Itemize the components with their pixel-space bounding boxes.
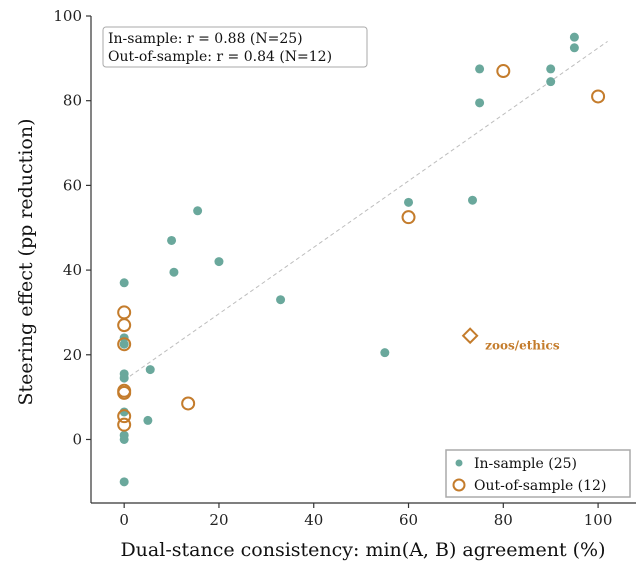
- in-sample-point: [214, 257, 224, 267]
- stats-box: In-sample: r = 0.88 (N=25) Out-of-sample…: [102, 26, 368, 68]
- in-sample-point: [380, 348, 390, 358]
- y-tick-label: 40: [63, 261, 82, 279]
- annotation: zoos/ethics: [461, 327, 560, 353]
- stats-in-sample: In-sample: r = 0.88 (N=25): [108, 31, 303, 47]
- legend-out-sample-marker: [452, 478, 466, 492]
- out-sample-point: [496, 64, 511, 79]
- in-sample-point: [569, 43, 579, 53]
- y-axis-title: Steering effect (pp reduction): [15, 119, 37, 406]
- in-sample-point: [119, 339, 129, 349]
- in-sample-point: [145, 365, 155, 375]
- in-sample-point: [276, 295, 286, 305]
- in-sample-point: [475, 98, 485, 108]
- zoos-ethics-marker: [461, 327, 479, 345]
- in-sample-point: [119, 369, 129, 379]
- stats-out-sample: Out-of-sample: r = 0.84 (N=12): [108, 49, 332, 65]
- in-sample-point: [119, 477, 129, 487]
- axes: 0 20 40 60 80 100 0 20 40 60 80 100: [53, 7, 636, 529]
- out-sample-point: [401, 210, 416, 225]
- out-sample-point: [117, 318, 132, 333]
- plot-grid-layer: [123, 40, 608, 381]
- in-sample-point: [169, 267, 179, 277]
- legend-frame: [445, 449, 631, 498]
- in-sample-point: [167, 235, 177, 245]
- legend: In-sample (25) Out-of-sample (12): [445, 449, 631, 498]
- in-sample-point: [569, 32, 579, 42]
- out-sample-point: [117, 409, 132, 424]
- in-sample-point: [404, 197, 414, 207]
- y-tick-label: 60: [63, 176, 82, 194]
- stats-box-frame: [102, 26, 368, 68]
- y-tick-label: 80: [63, 92, 82, 110]
- x-tick-label: 0: [119, 511, 129, 529]
- in-sample-point: [546, 77, 556, 87]
- x-tick-label: 80: [494, 511, 513, 529]
- zoos-ethics-label: zoos/ethics: [485, 339, 560, 353]
- y-tick-label: 20: [63, 346, 82, 364]
- in-sample-point: [119, 278, 129, 288]
- legend-out-sample-label: Out-of-sample (12): [474, 478, 606, 494]
- out-sample-point: [117, 305, 132, 320]
- x-tick-label: 100: [584, 511, 613, 529]
- out-sample-point: [117, 337, 132, 352]
- out-sample-point: [117, 417, 132, 432]
- in-sample-point: [119, 430, 129, 440]
- trend-line: [123, 40, 608, 381]
- in-sample-point: [143, 415, 153, 425]
- legend-in-sample-label: In-sample (25): [474, 456, 577, 472]
- x-tick-label: 40: [304, 511, 323, 529]
- in-sample-point: [475, 64, 485, 74]
- data-points: [117, 32, 606, 487]
- legend-in-sample-marker: [455, 459, 463, 467]
- x-tick-label: 20: [209, 511, 228, 529]
- in-sample-point: [193, 206, 203, 216]
- y-tick-label: 0: [72, 430, 82, 448]
- x-axis-title: Dual-stance consistency: min(A, B) agree…: [120, 539, 605, 561]
- out-sample-point: [181, 396, 196, 411]
- y-tick-label: 100: [53, 7, 82, 25]
- in-sample-point: [468, 195, 477, 205]
- out-sample-point: [117, 383, 132, 398]
- x-tick-label: 60: [399, 511, 418, 529]
- out-sample-point: [591, 89, 606, 104]
- in-sample-point: [546, 64, 556, 74]
